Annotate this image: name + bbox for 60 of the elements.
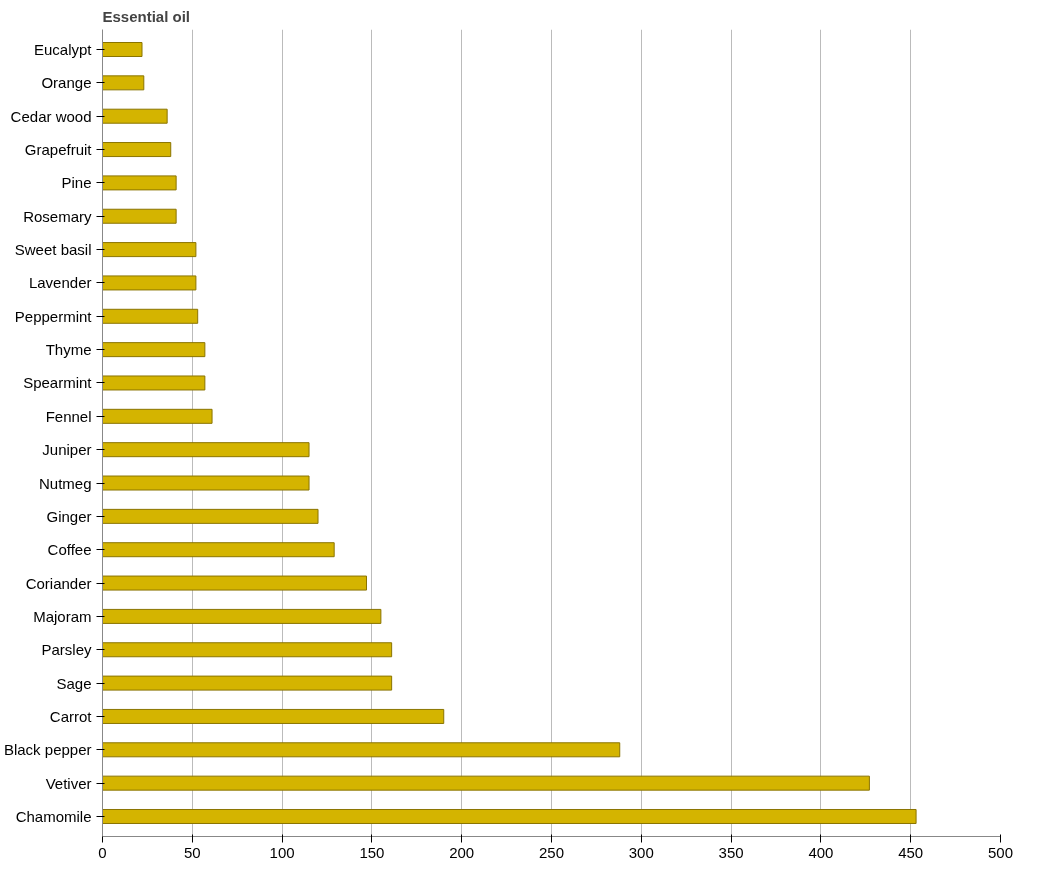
x-tick-label: 150 bbox=[359, 843, 385, 861]
y-tick-label: Grapefruit bbox=[24, 141, 93, 159]
x-tick-label: 300 bbox=[628, 843, 654, 861]
bar bbox=[102, 242, 197, 258]
bar bbox=[102, 208, 177, 224]
x-tick-label: 50 bbox=[183, 843, 201, 861]
y-tick-label: Pine bbox=[61, 174, 92, 192]
y-tick-label: Cedar wood bbox=[10, 107, 92, 125]
y-tick-label: Fennel bbox=[45, 407, 92, 425]
bar bbox=[102, 142, 172, 158]
bar bbox=[102, 542, 335, 558]
y-tick-label: Chamomile bbox=[15, 807, 92, 825]
y-tick-label: Peppermint bbox=[14, 307, 93, 325]
y-tick-label: Majoram bbox=[33, 607, 92, 625]
bar bbox=[102, 275, 197, 291]
y-tick-label: Parsley bbox=[41, 641, 92, 659]
bar bbox=[102, 775, 870, 791]
y-axis-title: Essential oil bbox=[102, 7, 191, 25]
y-tick-label: Thyme bbox=[45, 341, 92, 359]
y-tick-label: Carrot bbox=[49, 707, 93, 725]
x-tick-label: 450 bbox=[898, 843, 924, 861]
y-tick-label: Orange bbox=[41, 74, 92, 92]
y-tick-label: Coffee bbox=[47, 541, 92, 559]
y-tick-label: Vetiver bbox=[45, 774, 92, 792]
x-tick-label: 0 bbox=[98, 843, 107, 861]
y-tick-label: Sweet basil bbox=[14, 241, 92, 259]
bar bbox=[102, 442, 310, 458]
y-tick-label: Nutmeg bbox=[38, 474, 92, 492]
bar bbox=[102, 508, 319, 524]
x-tick-label: 100 bbox=[269, 843, 295, 861]
x-tick-label: 500 bbox=[987, 843, 1014, 861]
bar bbox=[102, 308, 199, 324]
y-tick-label: Sage bbox=[56, 674, 92, 692]
y-tick-label: Rosemary bbox=[23, 207, 92, 225]
bar bbox=[102, 808, 917, 824]
y-tick-label: Lavender bbox=[28, 274, 92, 292]
bar bbox=[102, 75, 145, 91]
bar bbox=[102, 675, 393, 691]
y-tick-label: Black pepper bbox=[3, 741, 92, 759]
y-tick-label: Juniper bbox=[42, 441, 92, 459]
bar bbox=[102, 708, 445, 724]
bar bbox=[102, 42, 143, 58]
bar bbox=[102, 608, 382, 624]
y-tick-label: Spearmint bbox=[23, 374, 93, 392]
bar bbox=[102, 408, 213, 424]
bar bbox=[102, 108, 168, 124]
x-tick-label: 250 bbox=[538, 843, 565, 861]
bar bbox=[102, 475, 310, 491]
y-tick-label: Eucalypt bbox=[33, 41, 93, 59]
bar bbox=[102, 342, 206, 358]
bar bbox=[102, 642, 393, 658]
y-tick-label: Coriander bbox=[25, 574, 92, 592]
bar bbox=[102, 575, 368, 591]
bar bbox=[102, 742, 621, 758]
y-tick-label: Ginger bbox=[46, 507, 92, 525]
bar bbox=[102, 375, 206, 391]
x-tick-label: 350 bbox=[718, 843, 744, 861]
x-tick-label: 400 bbox=[808, 843, 834, 861]
bar bbox=[102, 175, 177, 191]
x-tick-label: 200 bbox=[449, 843, 475, 861]
